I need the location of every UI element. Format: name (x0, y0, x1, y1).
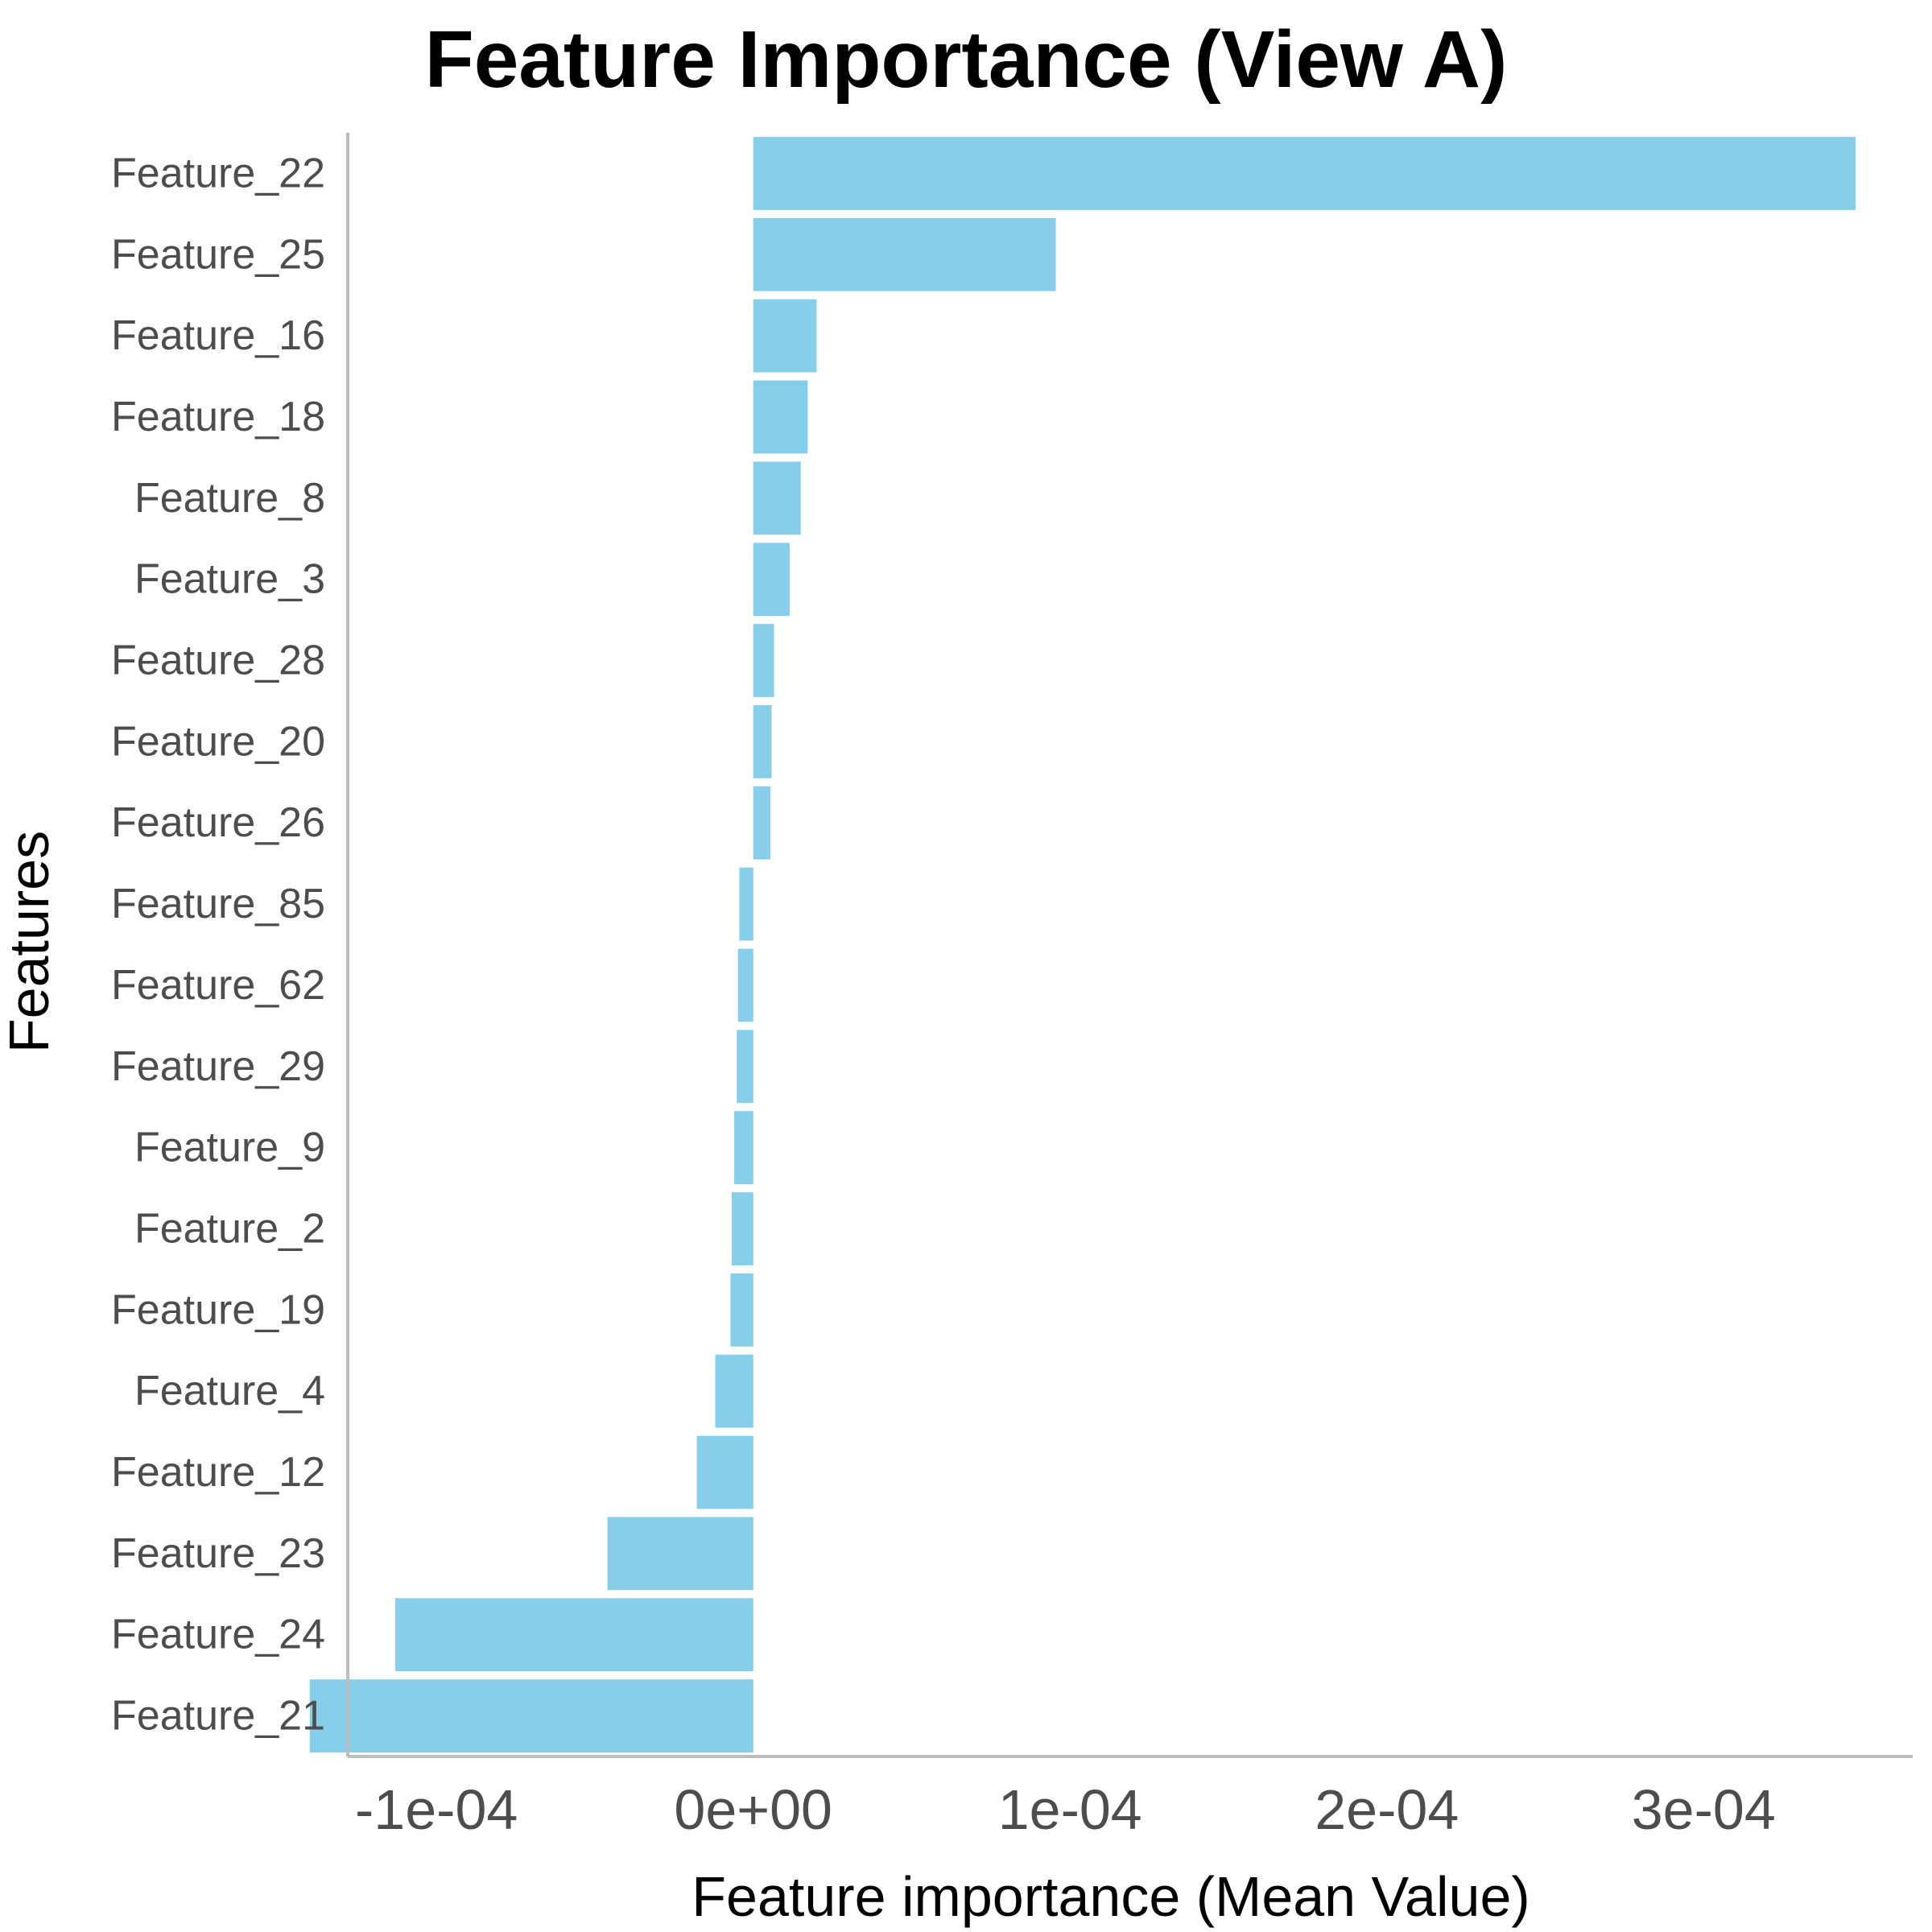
y-tick-label: Feature_3 (134, 556, 325, 603)
bar-feature-85 (739, 867, 753, 941)
y-tick-label: Feature_28 (111, 638, 325, 684)
y-tick-label: Feature_62 (111, 962, 325, 1009)
y-tick-label: Feature_9 (134, 1125, 325, 1171)
x-axis-title: Feature importance (Mean Value) (691, 1865, 1530, 1928)
bar-feature-3 (753, 543, 790, 617)
y-tick-label: Feature_16 (111, 312, 325, 359)
y-tick-label: Feature_29 (111, 1043, 325, 1090)
bar-feature-28 (753, 624, 774, 697)
bar-feature-26 (753, 786, 770, 860)
bar-feature-21 (309, 1679, 753, 1752)
y-tick-label: Feature_21 (111, 1693, 325, 1740)
y-axis-title: Features (0, 831, 60, 1053)
bar-feature-16 (753, 299, 817, 373)
y-tick-label: Feature_20 (111, 718, 325, 765)
x-tick-label: 1e-04 (998, 1778, 1142, 1841)
x-tick-label: 0e+00 (674, 1778, 832, 1841)
y-tick-label: Feature_23 (111, 1530, 325, 1577)
y-tick-label: Feature_4 (134, 1368, 325, 1414)
bar-feature-12 (696, 1435, 753, 1509)
x-tick-label: 3e-04 (1632, 1778, 1776, 1841)
bar-feature-18 (753, 380, 808, 454)
y-tick-label: Feature_2 (134, 1205, 325, 1252)
x-tick-label: 2e-04 (1315, 1778, 1459, 1841)
y-tick-labels: Feature_22 Feature_25 Feature_16 Feature_18… (111, 150, 325, 1739)
bar-feature-25 (753, 217, 1056, 291)
y-tick-label: Feature_22 (111, 150, 325, 196)
bar-feature-29 (737, 1030, 753, 1104)
bar-feature-19 (730, 1273, 753, 1347)
bar-feature-20 (753, 704, 772, 778)
bars-group (309, 137, 1856, 1752)
y-tick-label: Feature_26 (111, 799, 325, 846)
y-tick-label: Feature_12 (111, 1449, 325, 1496)
bar-feature-22 (753, 137, 1856, 210)
y-tick-label: Feature_24 (111, 1612, 325, 1658)
bar-feature-4 (715, 1354, 753, 1428)
bar-feature-23 (607, 1517, 753, 1591)
y-tick-label: Feature_25 (111, 231, 325, 278)
x-tick-label: -1e-04 (355, 1778, 518, 1841)
y-tick-label: Feature_18 (111, 394, 325, 440)
chart-title: Feature Importance (View A) (425, 14, 1508, 105)
bar-feature-24 (395, 1598, 753, 1672)
y-tick-label: Feature_19 (111, 1286, 325, 1333)
bar-feature-9 (734, 1111, 753, 1185)
bar-feature-2 (731, 1192, 753, 1265)
y-tick-label: Feature_85 (111, 881, 325, 927)
bar-feature-62 (737, 948, 753, 1022)
x-tick-labels: -1e-04 0e+00 1e-04 2e-04 3e-04 (355, 1778, 1776, 1841)
y-tick-label: Feature_8 (134, 475, 325, 522)
bar-feature-8 (753, 461, 801, 535)
